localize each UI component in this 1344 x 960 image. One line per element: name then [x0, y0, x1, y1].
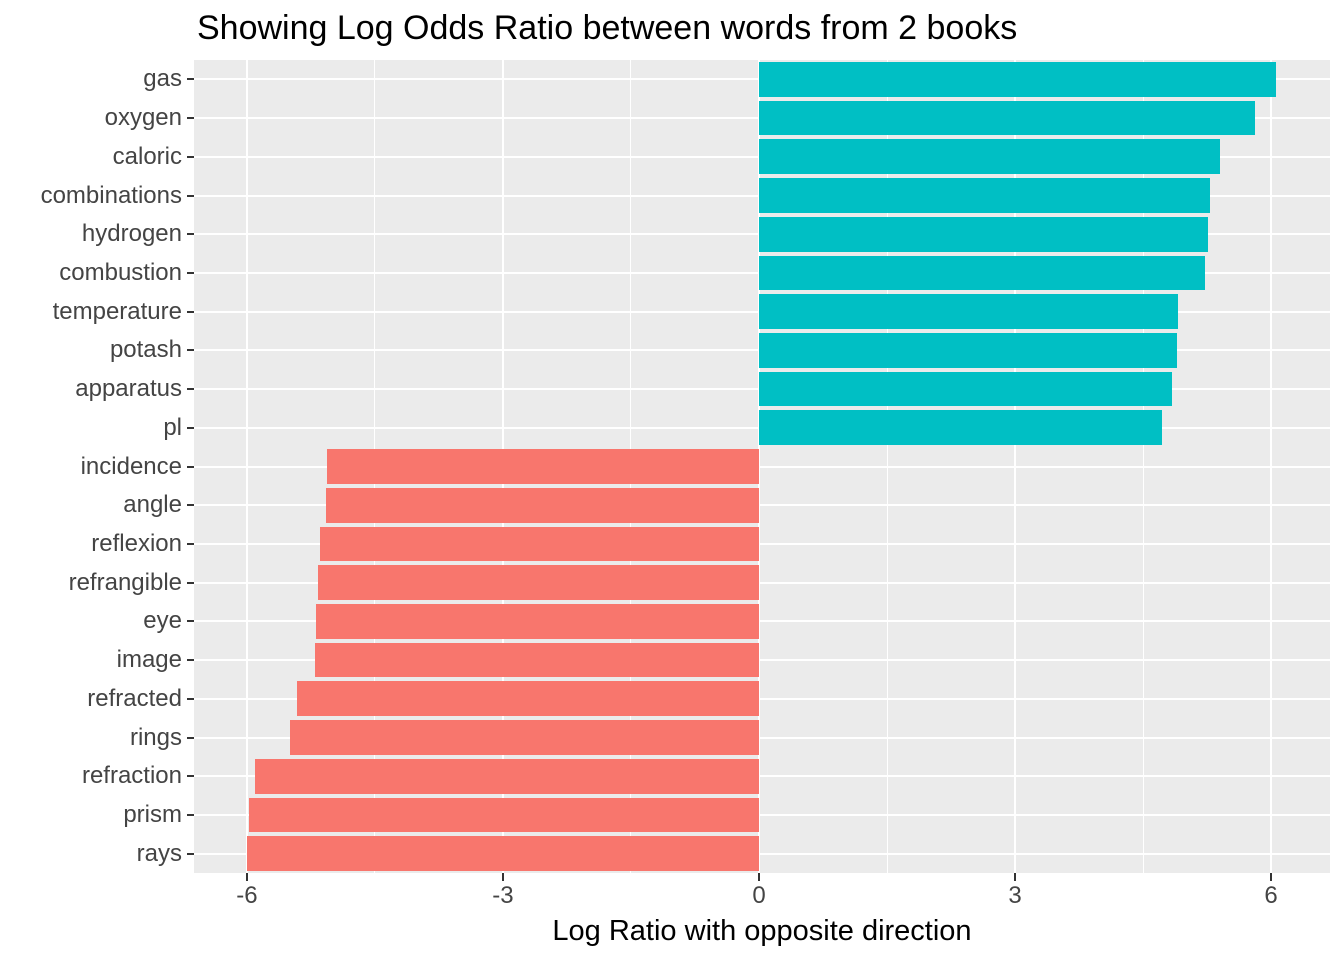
y-axis-tick [187, 310, 194, 313]
y-axis-tick [187, 465, 194, 468]
x-axis-tick [1014, 873, 1017, 881]
bar-apparatus [759, 371, 1173, 407]
x-axis-tick [501, 873, 504, 881]
x-axis-tick-label: -6 [236, 882, 258, 909]
gridline-horizontal-major [194, 697, 1330, 700]
y-axis-tick [187, 775, 194, 778]
bar-refrangible [317, 565, 759, 601]
bar-rings [289, 720, 759, 755]
gridline-vertical-major [1014, 60, 1017, 873]
y-axis-label-oxygen: oxygen [104, 104, 182, 132]
gridline-vertical-major [758, 60, 760, 873]
y-axis-label-caloric: caloric [112, 142, 182, 170]
y-axis-label-temperature: temperature [52, 297, 182, 325]
x-axis-tick-label: 0 [752, 882, 766, 909]
x-axis-tick [245, 873, 248, 881]
bar-angle [326, 487, 759, 523]
gridline-horizontal-major [194, 852, 1330, 855]
gridline-horizontal-major [194, 620, 1330, 623]
y-axis-tick [187, 117, 194, 120]
bar-eye [316, 603, 759, 639]
y-axis-label-angle: angle [123, 491, 182, 519]
y-axis-label-rays: rays [136, 839, 182, 867]
y-axis-tick [187, 620, 194, 623]
y-axis-tick [187, 504, 194, 507]
gridline-horizontal-major [194, 775, 1330, 778]
x-axis-title: Log Ratio with opposite direction [552, 915, 972, 947]
y-axis-tick [187, 388, 194, 391]
y-axis-label-incidence: incidence [80, 452, 182, 480]
y-axis-label-reflexion: reflexion [91, 529, 182, 557]
y-axis-label-pl: pl [163, 413, 182, 441]
gridline-vertical-minor [886, 60, 888, 873]
y-axis-tick [187, 155, 194, 158]
y-axis-label-gas: gas [143, 65, 182, 93]
y-axis-label-hydrogen: hydrogen [81, 220, 182, 248]
x-axis-tick-label: 6 [1264, 882, 1278, 909]
gridline-horizontal-major [194, 813, 1330, 816]
y-axis-tick [187, 194, 194, 197]
gridline-horizontal-major [194, 581, 1330, 584]
y-axis-tick [187, 852, 194, 855]
bar-image [315, 642, 759, 678]
y-axis-label-refrangible: refrangible [68, 568, 182, 596]
gridline-horizontal-major [194, 659, 1330, 662]
y-axis-tick [187, 78, 194, 81]
bar-gas [759, 61, 1277, 97]
bar-oxygen [759, 100, 1255, 136]
gridline-vertical-major [245, 60, 248, 873]
bar-incidence [327, 449, 759, 484]
y-axis-label-image: image [116, 646, 182, 674]
y-axis-label-rings: rings [129, 723, 182, 751]
y-axis-tick [187, 697, 194, 700]
y-axis-label-refracted: refracted [87, 684, 182, 712]
bar-hydrogen [759, 216, 1208, 252]
y-axis-tick [187, 813, 194, 816]
y-axis-tick [187, 659, 194, 662]
y-axis-label-refraction: refraction [81, 762, 182, 790]
y-axis-tick [187, 426, 194, 429]
bar-pl [759, 410, 1162, 446]
y-axis-tick [187, 581, 194, 584]
bar-potash [759, 332, 1178, 368]
bar-combinations [759, 178, 1211, 213]
bar-reflexion [320, 526, 759, 562]
x-axis-tick [1270, 873, 1273, 881]
y-axis-tick [187, 349, 194, 352]
y-axis-tick [187, 542, 194, 545]
y-axis-label-combustion: combustion [59, 258, 182, 286]
plot-area [194, 60, 1330, 873]
x-axis-tick [758, 873, 760, 881]
bar-refraction [254, 758, 759, 794]
gridline-horizontal-major [194, 504, 1330, 507]
gridline-vertical-minor [1142, 60, 1144, 873]
chart-title: Showing Log Odds Ratio between words fro… [197, 9, 1018, 47]
bar-combustion [759, 255, 1206, 291]
y-axis-tick [187, 271, 194, 274]
y-axis-tick [187, 233, 194, 236]
bar-temperature [759, 294, 1179, 330]
bar-rays [246, 836, 759, 872]
y-axis-label-potash: potash [109, 336, 182, 364]
x-axis-tick-label: -3 [492, 882, 514, 909]
gridline-horizontal-major [194, 542, 1330, 545]
x-axis-tick-label: 3 [1008, 882, 1022, 909]
bar-prism [249, 797, 759, 833]
y-axis-label-prism: prism [123, 800, 182, 828]
gridline-horizontal-major [194, 465, 1330, 468]
gridline-horizontal-major [194, 736, 1330, 739]
y-axis-label-combinations: combinations [40, 181, 182, 209]
bar-caloric [759, 139, 1220, 175]
y-axis-label-eye: eye [143, 607, 182, 635]
bar-refracted [297, 681, 759, 717]
gridline-vertical-major [1270, 60, 1273, 873]
y-axis-label-apparatus: apparatus [75, 375, 182, 403]
y-axis-tick [187, 736, 194, 739]
